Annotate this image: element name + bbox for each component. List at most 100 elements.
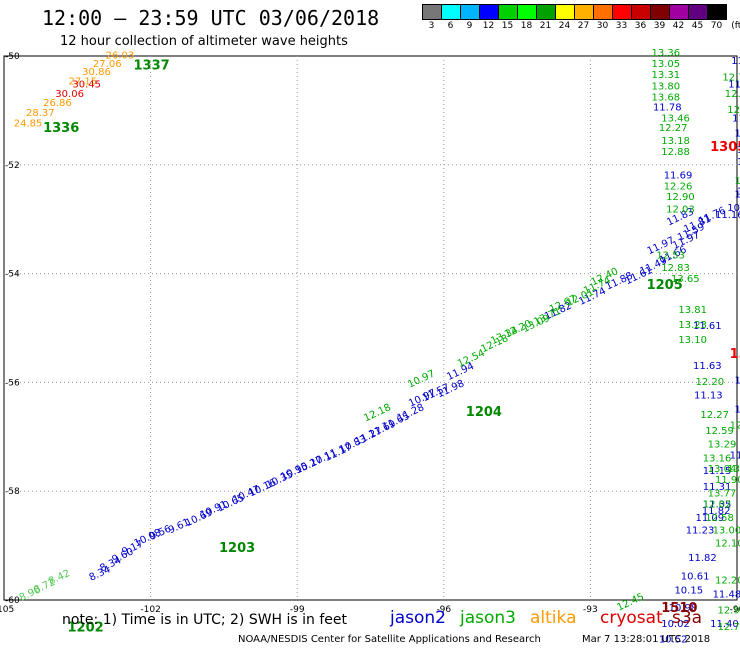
data-point-altika: 26.03 bbox=[106, 51, 135, 62]
color-scale-label: 36 bbox=[634, 21, 647, 31]
data-point-jason3: 12.53 bbox=[656, 250, 685, 261]
data-point-jason2: 11.7 bbox=[737, 157, 740, 168]
legend-jason3: jason3 bbox=[460, 608, 516, 628]
data-point-jason3: 12.76 bbox=[717, 622, 740, 633]
data-point-jason3: 13.68 bbox=[651, 93, 680, 104]
color-scale-label: 45 bbox=[691, 21, 704, 31]
data-point-jason2: 10.52 bbox=[659, 634, 688, 645]
y-tick-label: -58 bbox=[5, 487, 20, 497]
data-point-jason2: 11.16 bbox=[715, 210, 740, 221]
data-point-jason3: 12.27 bbox=[659, 123, 688, 134]
data-point-jason2: 11.86 bbox=[728, 80, 740, 91]
x-tick-label: -90 bbox=[730, 605, 740, 615]
data-point-jason2: 11.31 bbox=[703, 482, 732, 493]
chart-title: 12:00 – 23:59 UTC 03/06/2018 bbox=[42, 6, 380, 30]
generation-timestamp: Mar 7 13:28:01 UTC 2018 bbox=[582, 634, 711, 645]
color-swatch bbox=[707, 4, 727, 20]
data-point-jason3: 11.90 bbox=[715, 475, 740, 486]
color-scale-label: 9 bbox=[466, 21, 473, 31]
data-point-jason3: 12.58 bbox=[705, 513, 734, 524]
data-point-jason3: 13.36 bbox=[651, 48, 680, 59]
y-tick-label: -60 bbox=[5, 596, 20, 606]
pass-number-label: 1204 bbox=[466, 405, 502, 420]
data-point-altika: 27.06 bbox=[93, 59, 122, 70]
data-point-jason2: 11.92 bbox=[735, 129, 740, 140]
data-point-jason2: 11.57 bbox=[730, 451, 740, 462]
data-point-jason3: 13.10 bbox=[678, 335, 707, 346]
data-point-cryosat: 30.06 bbox=[55, 89, 84, 100]
data-point-jason3: 12.88 bbox=[661, 147, 690, 158]
legend-cryosat: cryosat bbox=[600, 608, 663, 628]
x-tick-label: -102 bbox=[140, 605, 160, 615]
data-point-jason2: 11.20 bbox=[735, 189, 740, 200]
pass-number-label: 1205 bbox=[647, 278, 683, 293]
data-point-jason3: 12.59 bbox=[705, 426, 734, 437]
color-scale-label: 21 bbox=[539, 21, 552, 31]
legend-altika: altika bbox=[530, 608, 577, 628]
data-point-jason3: 13.77 bbox=[708, 489, 737, 500]
pass-number-label: 1336 bbox=[43, 121, 79, 136]
data-point-jason3: 13.80 bbox=[651, 82, 680, 93]
x-tick-label: -99 bbox=[290, 605, 305, 615]
plot-frame bbox=[3, 55, 738, 601]
data-point-jason2: 11.75 bbox=[731, 56, 740, 67]
data-point-jason3: 13.16 bbox=[703, 453, 732, 464]
units-note: note: 1) Time is in UTC; 2) SWH is in fe… bbox=[62, 612, 348, 628]
wave-height-color-scale bbox=[422, 4, 727, 20]
data-point-jason3: 12.03 bbox=[666, 205, 695, 216]
data-point-jason3: 13.45 bbox=[727, 464, 740, 475]
data-point-jason2: 11.78 bbox=[653, 102, 682, 113]
data-point-jason3: 12.20 bbox=[695, 377, 724, 388]
data-point-jason2: 11.09 bbox=[695, 513, 724, 524]
data-point-jason3: 13.04 bbox=[708, 464, 737, 475]
pass-number-label: 1304 bbox=[730, 347, 740, 362]
data-point-jason3: 13.31 bbox=[651, 70, 680, 81]
data-point-jason2: 11.40 bbox=[710, 619, 739, 630]
y-tick-label: -56 bbox=[5, 378, 20, 388]
color-scale-label: 12 bbox=[482, 21, 495, 31]
data-point-jason3: 13.29 bbox=[708, 440, 737, 451]
x-tick-label: -96 bbox=[436, 605, 451, 615]
color-scale-label: 39 bbox=[653, 21, 666, 31]
credit-line: NOAA/NESDIS Center for Satellite Applica… bbox=[238, 634, 541, 645]
x-tick-label: -93 bbox=[583, 605, 598, 615]
pass-number-label: 1337 bbox=[133, 59, 169, 74]
data-point-jason2: 10 bbox=[735, 375, 740, 386]
data-point-jason2: 10.02 bbox=[661, 619, 690, 630]
data-point-altika: 27.15 bbox=[69, 76, 98, 87]
data-point-jason2: 11.76 bbox=[732, 113, 740, 124]
legend-jason2: jason2 bbox=[390, 608, 446, 628]
color-scale-label: 24 bbox=[558, 21, 571, 31]
color-scale-label: (ft) bbox=[731, 21, 740, 31]
y-tick-label: -52 bbox=[5, 161, 20, 171]
data-point-jason3: 12.40 bbox=[725, 89, 740, 100]
color-scale-label: 33 bbox=[615, 21, 628, 31]
y-tick-label: -50 bbox=[5, 52, 20, 62]
color-scale-label: 15 bbox=[501, 21, 514, 31]
data-point-jason2: 11.69 bbox=[664, 170, 693, 181]
data-point-jason3: 12.10 bbox=[715, 539, 740, 550]
data-point-jason3: 13.46 bbox=[661, 113, 690, 124]
color-scale-label: 70 bbox=[710, 21, 723, 31]
data-point-jason3: 10.9 bbox=[735, 176, 740, 187]
data-point-jason2: 10.98 bbox=[669, 603, 698, 614]
pass-number-label: 1202 bbox=[68, 621, 104, 636]
data-point-jason3: 12.93 bbox=[717, 606, 740, 617]
data-point-jason3: 13.81 bbox=[678, 305, 707, 316]
data-point-jason3: 13.23 bbox=[678, 320, 707, 331]
data-point-jason2: 11.68 bbox=[737, 145, 740, 156]
data-point-jason2: 10.15 bbox=[674, 585, 703, 596]
data-point-jason3: 13.18 bbox=[661, 136, 690, 147]
data-point-jason3: 12.26 bbox=[664, 181, 693, 192]
data-point-jason2: 10.61 bbox=[681, 571, 710, 582]
pass-number-label: 1305 bbox=[710, 140, 740, 155]
data-point-jason2: 11.82 bbox=[688, 553, 717, 564]
pass-number-label: 1203 bbox=[219, 541, 255, 556]
data-point-altika: 26.86 bbox=[43, 98, 72, 109]
x-tick-label: -105 bbox=[0, 605, 14, 615]
color-scale-label: 30 bbox=[596, 21, 609, 31]
data-point-jason3: 13.00 bbox=[713, 526, 740, 537]
data-point-jason3: 12.90 bbox=[666, 192, 695, 203]
